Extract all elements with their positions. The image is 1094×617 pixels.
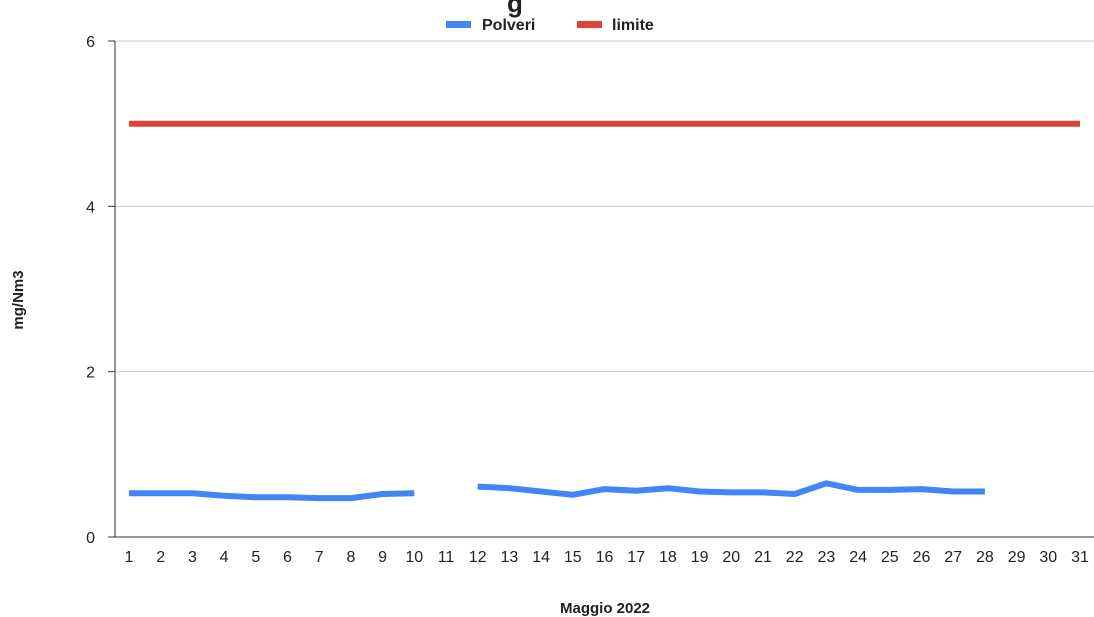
series-line-polveri	[477, 480, 985, 498]
x-tick-label: 16	[596, 549, 614, 566]
x-tick-label: 15	[564, 549, 582, 566]
y-tick-label: 4	[86, 199, 95, 216]
x-tick-label: 11	[438, 549, 455, 566]
x-tick-label: 28	[976, 549, 994, 566]
x-tick-label: 23	[818, 549, 836, 566]
legend-label-limite: limite	[612, 17, 654, 34]
legend-label-polveri: Polveri	[482, 17, 535, 34]
x-tick-label: 27	[944, 549, 962, 566]
y-tick-label: 2	[86, 365, 95, 382]
x-tick-label: 31	[1071, 549, 1089, 566]
x-tick-label: 1	[125, 549, 134, 566]
series-lines	[129, 120, 1080, 502]
chart-title: g	[507, 0, 523, 18]
x-axis-title: Maggio 2022	[560, 600, 650, 617]
x-tick-label: 24	[849, 549, 867, 566]
x-tick-label: 17	[627, 549, 645, 566]
y-tick-label: 0	[86, 530, 95, 547]
legend-swatch-limite	[577, 21, 602, 28]
grid-lines	[115, 40, 1094, 373]
x-tick-label: 30	[1039, 549, 1057, 566]
legend-swatch-polveri	[446, 21, 471, 28]
x-tick-label: 22	[786, 549, 804, 566]
x-tick-label: 7	[315, 549, 324, 566]
x-tick-label: 4	[220, 549, 229, 566]
x-tick-label: 8	[346, 549, 355, 566]
x-tick-label: 25	[881, 549, 899, 566]
x-tick-label: 26	[913, 549, 931, 566]
x-tick-label: 10	[405, 549, 423, 566]
x-tick-label: 19	[691, 549, 709, 566]
x-tick-label: 5	[251, 549, 260, 566]
x-tick-label: 21	[754, 549, 772, 566]
x-tick-label: 20	[722, 549, 740, 566]
y-tick-label: 6	[86, 34, 95, 51]
x-tick-label: 29	[1008, 549, 1026, 566]
legend: Polveri limite	[446, 17, 654, 34]
x-tick-label: 18	[659, 549, 677, 566]
x-tick-label: 3	[188, 549, 197, 566]
x-tick-label: 12	[469, 549, 487, 566]
x-tick-label: 9	[378, 549, 387, 566]
x-tick-label: 6	[283, 549, 292, 566]
series-line-polveri	[129, 490, 415, 502]
x-tick-label: 13	[501, 549, 519, 566]
y-axis-title: mg/Nm3	[10, 270, 27, 329]
x-tick-label: 2	[156, 549, 165, 566]
x-tick-label: 14	[532, 549, 550, 566]
